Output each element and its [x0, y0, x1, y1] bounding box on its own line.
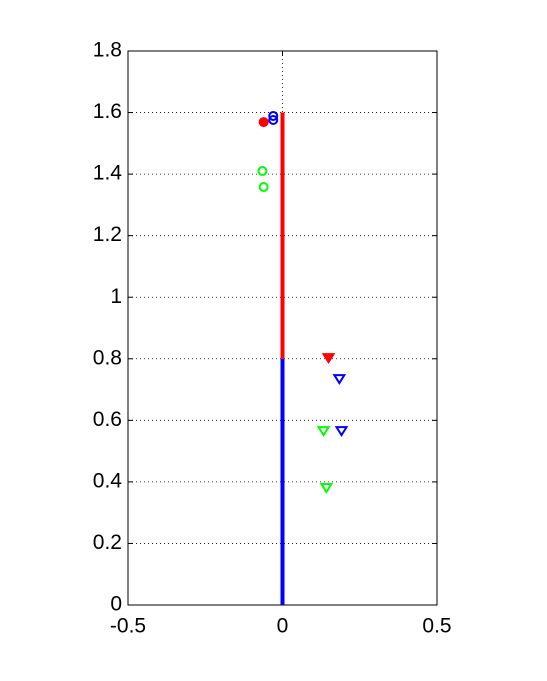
marker	[319, 483, 334, 494]
y-tick-label: 0.2	[93, 531, 122, 554]
y-tick-label: 0.8	[93, 346, 122, 369]
y-tick-label: 1.4	[93, 162, 123, 185]
marker	[268, 114, 279, 125]
marker	[268, 110, 279, 121]
x-tick-label: 0	[277, 615, 289, 638]
marker	[316, 426, 331, 437]
marker	[258, 182, 269, 193]
marker	[334, 426, 349, 437]
marker	[332, 374, 347, 385]
y-tick-label: 1.8	[93, 39, 122, 62]
y-tick-label: 1.6	[93, 100, 122, 123]
y-tick-label: 0.4	[93, 469, 123, 492]
x-tick-label: 0.5	[422, 615, 451, 638]
marker	[258, 117, 269, 128]
marker	[257, 166, 268, 177]
y-tick-label: 0.6	[93, 408, 122, 431]
y-tick-label: 0	[110, 593, 122, 616]
y-tick-label: 1	[110, 285, 122, 308]
marker	[321, 353, 336, 365]
y-tick-label: 1.2	[93, 223, 122, 246]
x-tick-label: -0.5	[110, 615, 146, 638]
